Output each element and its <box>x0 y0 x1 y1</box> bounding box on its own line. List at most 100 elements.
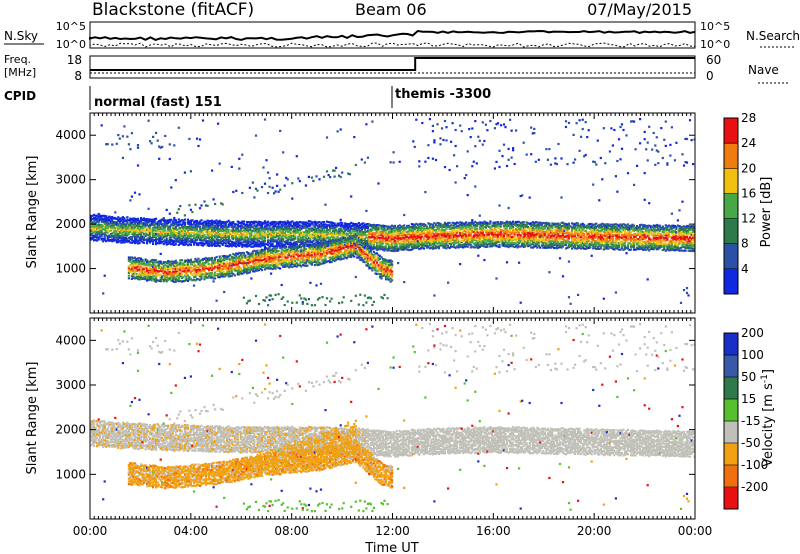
power-cell <box>319 222 323 225</box>
power-cell <box>204 272 208 275</box>
power-cell <box>450 224 453 227</box>
power-cell <box>171 226 174 229</box>
power-cell <box>306 251 309 254</box>
power-cell <box>239 235 242 238</box>
power-cell <box>388 246 391 249</box>
power-cell <box>422 247 425 250</box>
power-cell <box>406 226 409 229</box>
power-cell <box>383 228 386 231</box>
power-cell <box>133 277 137 280</box>
power-cell <box>386 233 389 236</box>
power-cell <box>189 238 192 241</box>
power-cell <box>155 261 158 264</box>
power-cell <box>300 227 303 230</box>
power-cell <box>366 243 369 246</box>
date-label: 07/May/2015 <box>587 0 692 19</box>
power-cell <box>325 235 329 238</box>
power-cell <box>99 233 102 237</box>
power-cell <box>194 203 197 206</box>
power-cell <box>162 280 165 283</box>
power-cell <box>431 130 434 133</box>
power-cell <box>436 234 439 237</box>
power-cell <box>440 244 444 247</box>
power-cell <box>230 259 233 262</box>
power-cell <box>144 218 147 221</box>
power-cell <box>348 231 351 234</box>
power-cell <box>301 302 304 305</box>
power-cell <box>341 245 344 248</box>
power-cell <box>288 235 291 238</box>
power-cell <box>357 256 360 259</box>
power-cell <box>285 223 288 226</box>
power-cell <box>262 244 265 247</box>
power-cell <box>291 265 294 269</box>
power-cell <box>141 218 144 221</box>
power-cell <box>170 266 173 269</box>
power-cell <box>149 268 152 271</box>
power-cell <box>235 266 238 269</box>
power-cell <box>463 229 466 233</box>
power-cell <box>271 186 274 189</box>
power-cell <box>100 220 103 223</box>
power-cell <box>315 229 318 232</box>
power-cell <box>412 243 415 246</box>
power-cell <box>329 248 332 251</box>
power-cell <box>285 227 288 230</box>
power-cell <box>91 225 94 228</box>
power-cell <box>318 228 321 231</box>
power-cell <box>451 221 454 224</box>
power-cell <box>214 202 217 206</box>
power-cell <box>244 223 247 226</box>
power-cell <box>171 278 174 281</box>
power-cell <box>351 239 354 242</box>
power-cell <box>359 245 362 248</box>
power-cell <box>171 231 174 234</box>
power-cell <box>109 216 112 219</box>
power-cell <box>403 224 406 227</box>
power-cell <box>333 249 336 253</box>
power-cell <box>141 262 144 265</box>
power-cell <box>381 239 385 242</box>
power-cell <box>295 250 298 253</box>
power-cell <box>173 272 176 275</box>
power-cell <box>138 272 141 275</box>
power-cell <box>418 233 421 237</box>
power-cell <box>277 232 280 235</box>
power-cell <box>271 226 274 229</box>
power-cell <box>182 265 185 268</box>
power-cell <box>183 237 186 241</box>
power-cell <box>274 230 277 233</box>
power-cell <box>179 269 182 272</box>
power-cell <box>359 239 362 242</box>
power-cell <box>329 242 332 245</box>
power-cell <box>315 240 318 243</box>
power-cell <box>443 235 447 238</box>
power-cell <box>191 210 194 214</box>
power-cell <box>182 270 185 273</box>
power-cell <box>322 244 326 247</box>
power-cell <box>174 239 177 242</box>
power-cell <box>226 269 229 272</box>
power-cell <box>176 238 179 241</box>
power-cell <box>162 264 165 268</box>
power-cell <box>415 226 418 229</box>
power-cell <box>468 226 471 229</box>
power-cell <box>415 237 418 240</box>
power-cell <box>425 239 428 242</box>
power-cell <box>241 272 244 275</box>
power-cell <box>185 227 188 230</box>
power-cell <box>292 253 295 256</box>
power-cell <box>203 229 206 232</box>
power-cell <box>232 241 235 244</box>
power-cell <box>395 241 398 244</box>
power-cell <box>437 224 441 227</box>
power-cell <box>339 241 342 244</box>
power-cell <box>170 260 173 263</box>
power-cell <box>168 212 171 215</box>
power-cell <box>142 226 146 229</box>
power-cell <box>111 219 114 223</box>
power-cell <box>232 225 235 228</box>
power-cell <box>271 222 274 226</box>
power-cell <box>241 262 244 265</box>
power-cell <box>374 232 377 235</box>
